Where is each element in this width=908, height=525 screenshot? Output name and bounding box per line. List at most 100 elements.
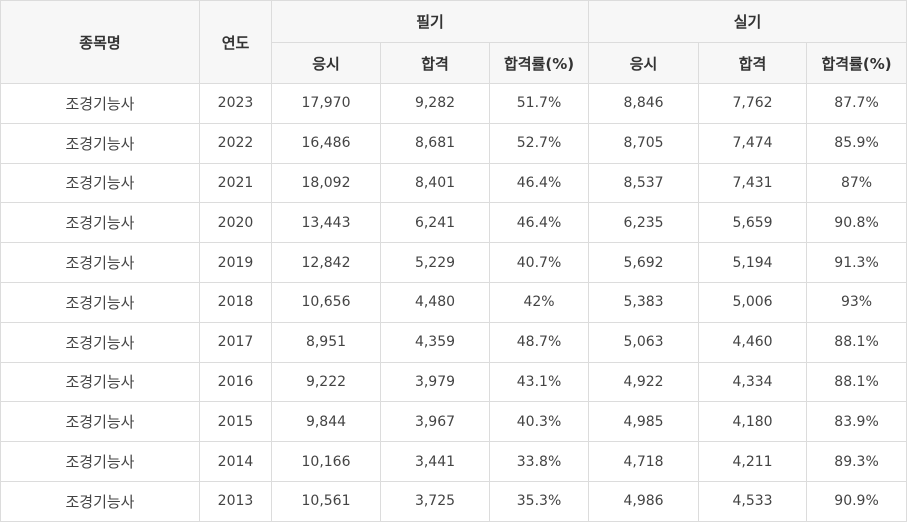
subject-cell: 조경기능사 bbox=[0, 242, 200, 283]
written-apply-cell: 16,486 bbox=[271, 122, 381, 164]
table-row: 조경기능사 2021 18,092 8,401 46.4% 8,537 7,43… bbox=[0, 162, 908, 204]
header-row-sub: 응시 합격 합격률(%) 응시 합격 합격률(%) bbox=[1, 42, 908, 84]
year-cell: 2014 bbox=[199, 441, 272, 482]
written-apply-cell: 17,970 bbox=[271, 83, 381, 124]
practical-pass-cell: 7,474 bbox=[698, 122, 808, 164]
written-apply-cell: 13,443 bbox=[271, 202, 381, 244]
practical-rate-header: 합격률(%) bbox=[806, 42, 908, 84]
practical-pass-cell: 5,194 bbox=[698, 242, 808, 283]
written-pass-cell: 6,241 bbox=[380, 202, 490, 244]
practical-pass-cell: 7,762 bbox=[698, 83, 808, 124]
written-exam-header: 필기 bbox=[270, 0, 590, 43]
subject-cell: 조경기능사 bbox=[0, 162, 200, 204]
written-pass-cell: 3,441 bbox=[380, 441, 490, 482]
practical-apply-cell: 8,537 bbox=[588, 162, 700, 204]
practical-pass-cell: 4,180 bbox=[698, 401, 808, 443]
practical-apply-cell: 4,718 bbox=[588, 441, 700, 482]
practical-apply-cell: 8,846 bbox=[588, 83, 700, 124]
practical-pass-cell: 7,431 bbox=[698, 162, 808, 204]
practical-apply-cell: 5,063 bbox=[588, 321, 700, 363]
written-apply-cell: 12,842 bbox=[271, 242, 381, 283]
practical-rate-cell: 93% bbox=[806, 281, 908, 323]
practical-pass-cell: 4,211 bbox=[698, 441, 808, 482]
table-row: 조경기능사 2016 9,222 3,979 43.1% 4,922 4,334… bbox=[0, 361, 908, 403]
practical-exam-header: 실기 bbox=[588, 0, 908, 43]
written-pass-cell: 9,282 bbox=[380, 83, 490, 124]
subject-cell: 조경기능사 bbox=[0, 480, 200, 522]
practical-rate-cell: 85.9% bbox=[806, 122, 908, 164]
year-header: 연도 bbox=[199, 0, 272, 84]
table-row: 조경기능사 2015 9,844 3,967 40.3% 4,985 4,180… bbox=[0, 401, 908, 443]
written-apply-header: 응시 bbox=[271, 42, 381, 84]
practical-pass-cell: 4,334 bbox=[698, 361, 808, 403]
written-pass-cell: 4,359 bbox=[380, 321, 490, 363]
practical-rate-cell: 91.3% bbox=[806, 242, 908, 283]
year-cell: 2013 bbox=[199, 480, 272, 522]
written-apply-cell: 18,092 bbox=[271, 162, 381, 204]
subject-header: 종목명 bbox=[0, 0, 200, 84]
practical-apply-cell: 5,383 bbox=[588, 281, 700, 323]
practical-rate-cell: 90.9% bbox=[806, 480, 908, 522]
subject-cell: 조경기능사 bbox=[0, 361, 200, 403]
written-rate-cell: 35.3% bbox=[488, 480, 590, 522]
practical-rate-cell: 90.8% bbox=[806, 202, 908, 244]
written-pass-cell: 8,681 bbox=[380, 122, 490, 164]
written-rate-cell: 42% bbox=[488, 281, 590, 323]
practical-apply-cell: 4,985 bbox=[588, 401, 700, 443]
practical-apply-cell: 8,705 bbox=[588, 122, 700, 164]
written-rate-cell: 52.7% bbox=[488, 122, 590, 164]
year-cell: 2018 bbox=[199, 281, 272, 323]
written-apply-cell: 8,951 bbox=[271, 321, 381, 363]
table-row: 조경기능사 2022 16,486 8,681 52.7% 8,705 7,47… bbox=[0, 122, 908, 164]
year-cell: 2022 bbox=[199, 122, 272, 164]
written-pass-cell: 3,725 bbox=[380, 480, 490, 522]
subject-cell: 조경기능사 bbox=[0, 441, 200, 482]
year-cell: 2023 bbox=[199, 83, 272, 124]
practical-rate-cell: 89.3% bbox=[806, 441, 908, 482]
year-cell: 2017 bbox=[199, 321, 272, 363]
written-rate-header: 합격률(%) bbox=[488, 42, 590, 84]
table-row: 조경기능사 2023 17,970 9,282 51.7% 8,846 7,76… bbox=[0, 83, 908, 124]
table-row: 조경기능사 2014 10,166 3,441 33.8% 4,718 4,21… bbox=[0, 441, 908, 482]
practical-apply-header: 응시 bbox=[588, 42, 700, 84]
written-pass-cell: 8,401 bbox=[380, 162, 490, 204]
written-apply-cell: 9,844 bbox=[271, 401, 381, 443]
subject-cell: 조경기능사 bbox=[0, 321, 200, 363]
written-pass-header: 합격 bbox=[380, 42, 490, 84]
header-row-top: 종목명 연도 필기 실기 bbox=[0, 0, 908, 84]
table-row: 조경기능사 2018 10,656 4,480 42% 5,383 5,006 … bbox=[0, 281, 908, 323]
table-row: 조경기능사 2017 8,951 4,359 48.7% 5,063 4,460… bbox=[0, 321, 908, 363]
practical-rate-cell: 88.1% bbox=[806, 321, 908, 363]
written-rate-cell: 40.7% bbox=[488, 242, 590, 283]
year-cell: 2019 bbox=[199, 242, 272, 283]
written-apply-cell: 10,166 bbox=[271, 441, 381, 482]
table-row: 조경기능사 2019 12,842 5,229 40.7% 5,692 5,19… bbox=[0, 242, 908, 283]
written-rate-cell: 46.4% bbox=[488, 202, 590, 244]
written-apply-cell: 10,656 bbox=[271, 281, 381, 323]
practical-rate-cell: 87% bbox=[806, 162, 908, 204]
written-rate-cell: 43.1% bbox=[488, 361, 590, 403]
subject-cell: 조경기능사 bbox=[0, 281, 200, 323]
subject-cell: 조경기능사 bbox=[0, 202, 200, 244]
table-header: 종목명 연도 필기 실기 응시 합격 합격률(%) 응시 합격 합격률(%) bbox=[0, 0, 908, 84]
written-rate-cell: 46.4% bbox=[488, 162, 590, 204]
practical-apply-cell: 6,235 bbox=[588, 202, 700, 244]
written-rate-cell: 51.7% bbox=[488, 83, 590, 124]
subject-cell: 조경기능사 bbox=[0, 83, 200, 124]
written-apply-cell: 10,561 bbox=[271, 480, 381, 522]
practical-pass-cell: 5,659 bbox=[698, 202, 808, 244]
written-apply-cell: 9,222 bbox=[271, 361, 381, 403]
subject-cell: 조경기능사 bbox=[0, 122, 200, 164]
practical-pass-header: 합격 bbox=[698, 42, 808, 84]
written-rate-cell: 48.7% bbox=[488, 321, 590, 363]
written-rate-cell: 40.3% bbox=[488, 401, 590, 443]
practical-pass-cell: 4,460 bbox=[698, 321, 808, 363]
practical-pass-cell: 5,006 bbox=[698, 281, 808, 323]
practical-rate-cell: 88.1% bbox=[806, 361, 908, 403]
table-row: 조경기능사 2020 13,443 6,241 46.4% 6,235 5,65… bbox=[0, 202, 908, 244]
year-cell: 2016 bbox=[199, 361, 272, 403]
practical-pass-cell: 4,533 bbox=[698, 480, 808, 522]
written-rate-cell: 33.8% bbox=[488, 441, 590, 482]
subject-cell: 조경기능사 bbox=[0, 401, 200, 443]
written-pass-cell: 3,967 bbox=[380, 401, 490, 443]
